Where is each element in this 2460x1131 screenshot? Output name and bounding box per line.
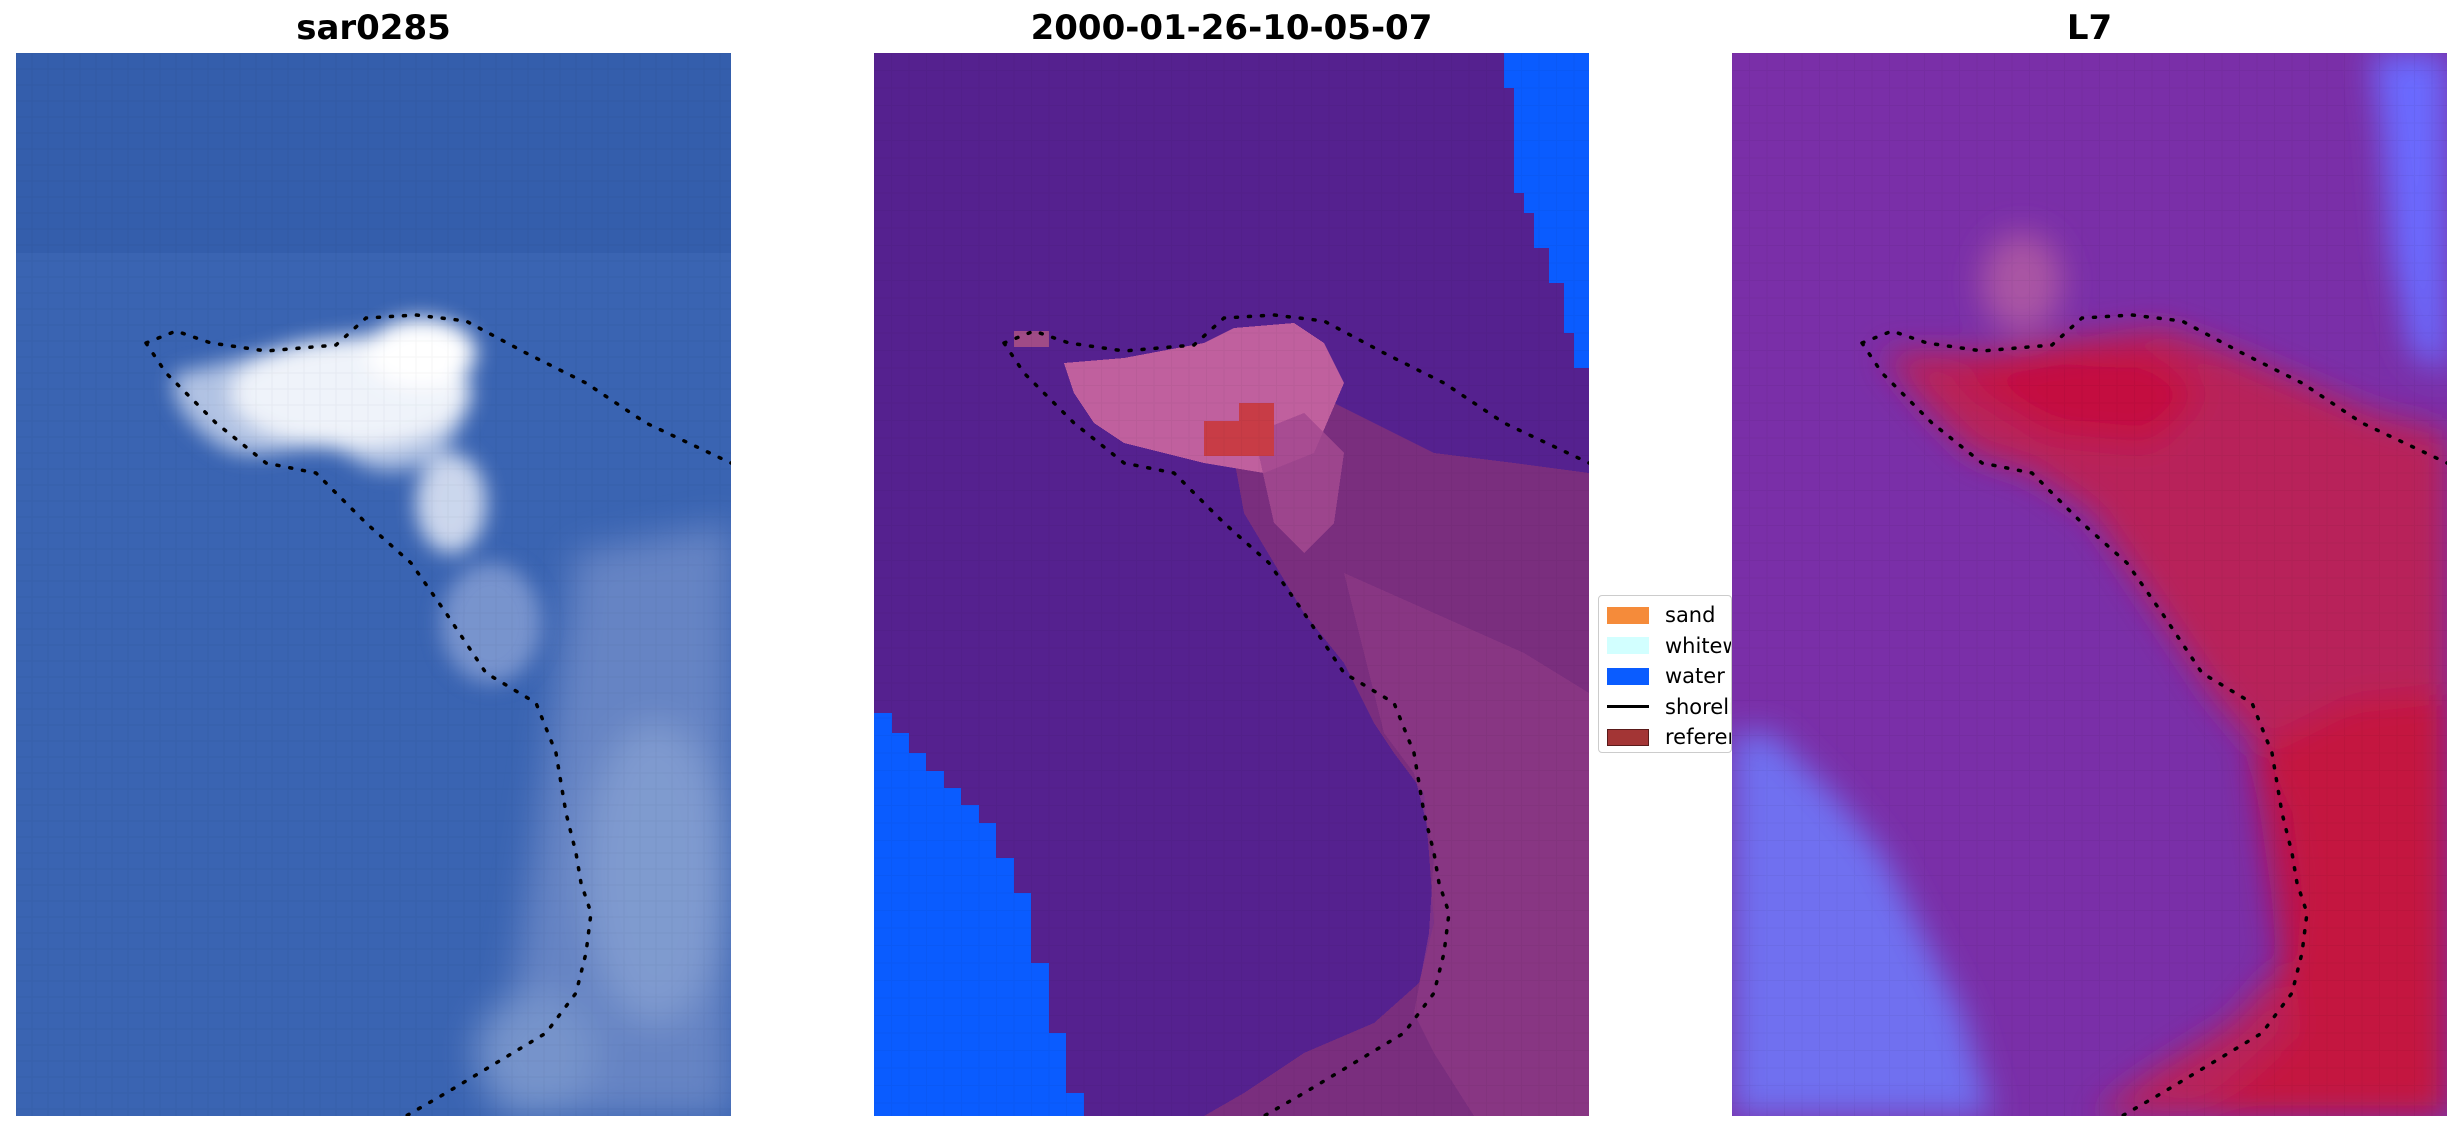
legend-item-sand: sand [1607, 600, 1731, 631]
panel-title-2: 2000-01-26-10-05-07 [1030, 8, 1433, 48]
legend-label-water: water [1665, 664, 1725, 689]
rgb-image-panel [16, 53, 731, 1116]
legend-item-reference: reference shoreline [1607, 722, 1731, 752]
legend-label-sand: sand [1665, 603, 1716, 628]
classified-panel [874, 53, 1589, 1116]
legend-item-water: water [1607, 661, 1731, 692]
panel-title-1: sar0285 [296, 8, 451, 48]
detected-shoreline [144, 313, 731, 1116]
legend-label-shoreline: shoreline [1665, 694, 1731, 719]
legend-swatch-water [1607, 667, 1649, 685]
legend-line-shoreline [1607, 705, 1649, 709]
index-panel [1732, 53, 2447, 1116]
legend-swatch-whitewater [1607, 637, 1649, 655]
detected-shoreline-3 [1860, 313, 2447, 1116]
panel-title-3: L7 [2066, 8, 2113, 48]
legend-swatch-reference [1607, 728, 1649, 746]
detected-shoreline-2 [1002, 313, 1589, 1116]
legend-item-shoreline: shoreline [1607, 692, 1731, 723]
legend-swatch-sand [1607, 606, 1649, 624]
legend-label-reference: reference shoreline [1665, 725, 1731, 750]
